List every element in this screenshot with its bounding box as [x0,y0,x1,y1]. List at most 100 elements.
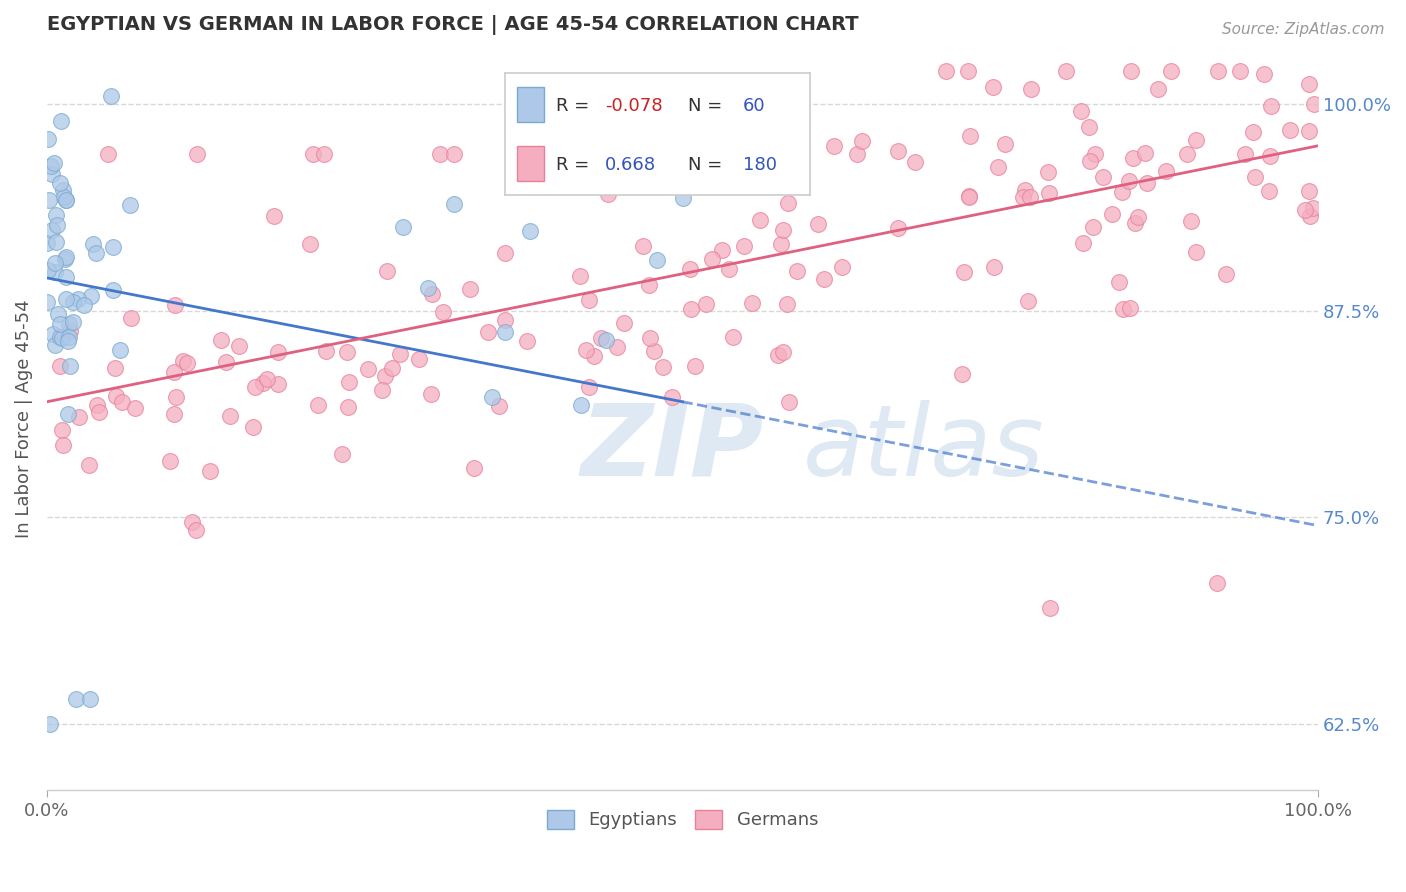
Point [55,193,77,207]
Point [53,190,76,204]
Point [120,198,142,212]
Text: EGYPTIAN VS GERMAN IN LABOR FORCE | AGE 45-54 CORRELATION CHART: EGYPTIAN VS GERMAN IN LABOR FORCE | AGE … [46,15,859,35]
Point [38,194,60,208]
Point [263,209,285,223]
Point [987,160,1010,174]
Point [780,122,803,136]
Point [1244,170,1267,185]
Point [375,264,398,278]
Point [1154,164,1177,178]
Point [172,354,194,368]
Point [831,260,853,274]
Point [1298,78,1320,92]
Point [772,345,794,359]
Point [49,359,72,373]
Point [108,343,131,358]
Point [219,409,242,424]
Point [770,237,793,252]
Point [307,398,329,412]
Point [1229,64,1251,78]
Point [1298,184,1320,198]
Point [1070,103,1092,118]
Point [42,155,65,169]
Text: ZIP: ZIP [581,400,763,497]
Point [59,359,82,373]
Point [1180,213,1202,227]
Point [637,277,659,292]
Point [1125,215,1147,229]
Point [46,218,69,232]
Point [1118,174,1140,188]
Point [631,239,654,253]
Point [228,339,250,353]
Point [53,252,76,266]
Legend: Egyptians, Germans: Egyptians, Germans [540,803,825,837]
Point [39,716,62,731]
Point [381,360,404,375]
Point [807,217,830,231]
Point [302,147,325,161]
Point [299,237,322,252]
Point [44,256,66,270]
Point [488,399,510,413]
Point [1260,99,1282,113]
Point [51,331,73,345]
Point [733,239,755,253]
Point [1175,147,1198,161]
Point [569,269,592,284]
Point [578,293,600,307]
Point [957,189,980,203]
Point [957,188,980,202]
Point [49,176,72,190]
Point [569,398,592,412]
Point [1019,189,1042,203]
Point [640,331,662,345]
Point [813,272,835,286]
Point [62,315,84,329]
Point [315,344,337,359]
Point [778,394,800,409]
Point [67,409,90,424]
Point [1122,151,1144,165]
Point [1054,64,1077,78]
Point [198,463,221,477]
Point [685,359,707,373]
Point [702,252,724,267]
Point [120,311,142,326]
Point [52,437,75,451]
Point [100,89,122,103]
Point [1071,236,1094,251]
Point [1258,184,1281,198]
Point [1012,190,1035,204]
Point [1206,576,1229,591]
Point [101,240,124,254]
Point [55,194,77,208]
Point [181,516,204,530]
Point [443,147,465,161]
Point [786,263,808,277]
Point [711,243,734,257]
Point [515,147,537,161]
Point [1298,209,1320,223]
Point [1278,123,1301,137]
Point [747,142,769,156]
Point [823,139,845,153]
Point [1014,183,1036,197]
Point [494,313,516,327]
Point [645,253,668,268]
Point [79,458,101,472]
Point [749,212,772,227]
Point [84,246,107,260]
Point [1119,64,1142,78]
Point [959,128,981,143]
Point [598,186,620,201]
Point [494,246,516,260]
Point [1084,147,1107,161]
Point [1185,245,1208,260]
Point [1147,81,1170,95]
Point [1078,154,1101,169]
Point [1258,149,1281,163]
Point [887,144,910,158]
Point [1019,82,1042,96]
Point [1111,185,1133,199]
